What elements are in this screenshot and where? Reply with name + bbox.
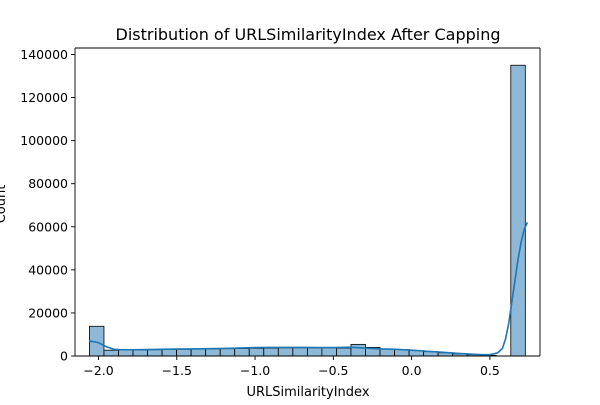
x-tick-label: −1.5 — [162, 363, 192, 378]
axes-layer: −2.0 −1.5 −1.0 −0.5 0.0 0.5 0 20000 40000 60000 80… — [20, 47, 541, 378]
y-tick-label: 20000 — [28, 305, 68, 320]
y-axis-label: Count — [0, 185, 9, 224]
histogram-bar — [321, 347, 337, 357]
histogram-bar — [277, 347, 294, 357]
x-tick-label: −2.0 — [83, 363, 113, 378]
histogram-bar — [161, 349, 178, 357]
x-axis-label: URLSimilarityIndex — [246, 385, 369, 400]
x-tick-label: 0.5 — [480, 363, 500, 378]
histogram-bar — [176, 348, 192, 357]
histogram-bar — [147, 349, 163, 357]
bars-layer — [89, 64, 526, 357]
histogram-bar — [292, 347, 308, 357]
y-tick-label: 40000 — [28, 262, 68, 277]
histogram-bar — [350, 343, 366, 357]
y-tick-label: 100000 — [20, 133, 68, 148]
x-tick-label: −1.0 — [240, 363, 270, 378]
y-tick-label: 0 — [60, 349, 68, 364]
x-tick-label: −0.5 — [318, 363, 348, 378]
histogram-bar — [190, 348, 207, 357]
histogram-bar — [118, 349, 134, 357]
y-tick-label: 120000 — [20, 90, 68, 105]
histogram-bar — [306, 347, 323, 357]
kde-curve — [88, 222, 529, 356]
histogram-bar — [103, 349, 119, 357]
histogram-bar — [248, 347, 265, 357]
histogram-bar — [205, 348, 221, 357]
histogram-bar — [263, 347, 279, 357]
histogram-bar — [132, 349, 148, 357]
chart-title: Distribution of URLSimilarityIndex After… — [116, 25, 501, 44]
histogram-bar — [219, 348, 236, 357]
histogram-bar — [234, 348, 250, 357]
y-tick-label: 80000 — [28, 176, 68, 191]
histogram-bar — [510, 64, 526, 357]
x-tick-label: 0.0 — [402, 363, 422, 378]
y-tick-label: 60000 — [28, 219, 68, 234]
histogram-bar — [336, 347, 352, 357]
y-tick-label: 140000 — [20, 47, 68, 62]
